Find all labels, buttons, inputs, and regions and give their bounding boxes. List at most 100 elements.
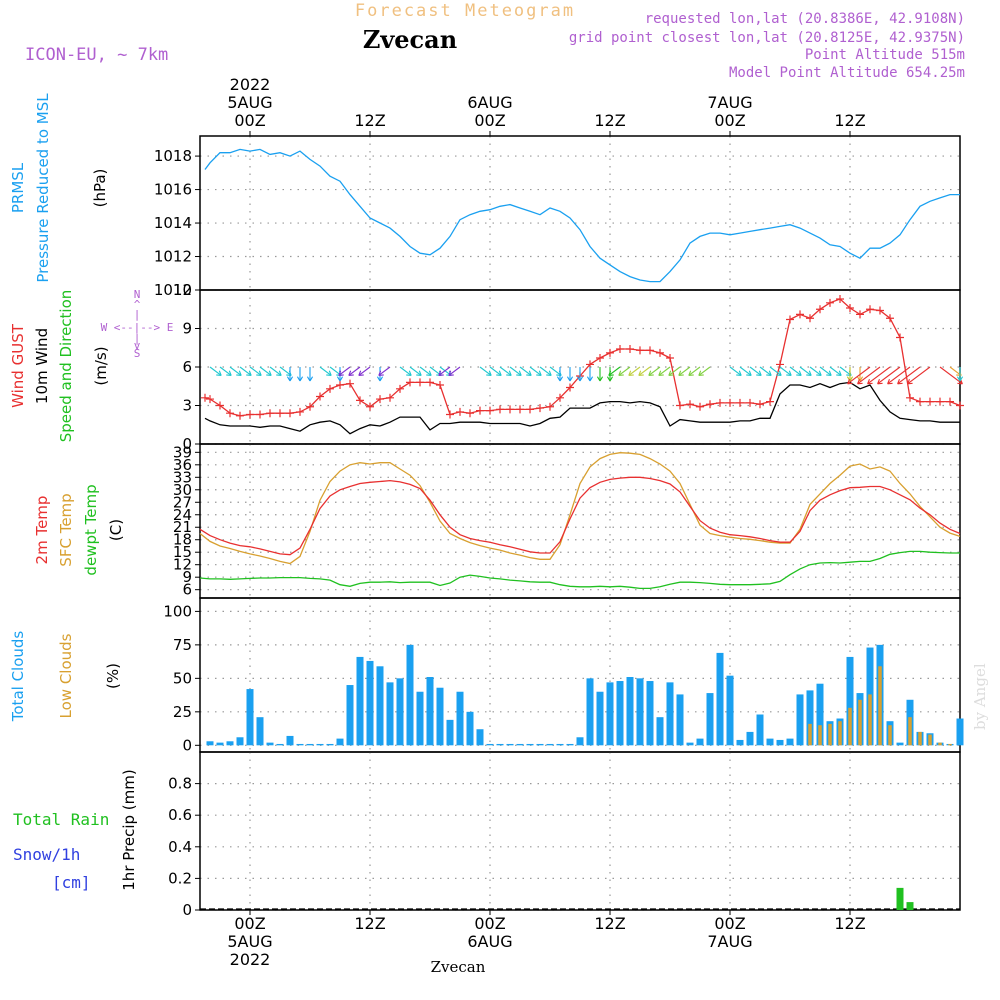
arrow-head <box>246 370 252 376</box>
wind-direction-arrow <box>489 366 502 376</box>
arrow-shaft <box>907 366 931 385</box>
temperature-ytick-label: 39 <box>173 443 192 461</box>
arrow-head <box>618 370 624 376</box>
gust-marker <box>846 303 854 312</box>
low-cloud-bar <box>938 742 942 746</box>
total-cloud-bar <box>646 681 654 746</box>
total-cloud-bar <box>336 738 344 746</box>
time-label-top: 2022 <box>230 75 271 94</box>
compass-text: v <box>134 339 141 352</box>
temperature-ytick-label: 21 <box>173 518 192 536</box>
total-cloud-bar <box>246 689 254 746</box>
arrow-head <box>576 376 584 382</box>
gust-marker <box>286 409 294 418</box>
wind-direction-arrow <box>678 366 691 376</box>
total-cloud-bar <box>356 656 364 746</box>
wind-ytick-label: 6 <box>182 358 192 376</box>
wind-direction-arrow <box>897 366 921 385</box>
wind-direction-arrow <box>618 366 631 376</box>
arrow-shaft <box>729 366 742 376</box>
total-cloud-bar <box>406 644 414 746</box>
temperature-ytick-label: 33 <box>173 468 192 486</box>
arrow-head <box>897 378 903 385</box>
arrow-shaft <box>857 366 881 385</box>
location-title: Zvecan <box>363 25 457 54</box>
arrow-shaft <box>409 366 422 376</box>
gust-marker <box>246 410 254 419</box>
total-cloud-bar <box>896 742 904 746</box>
arrow-shaft <box>939 366 963 385</box>
total-cloud-bar <box>686 742 694 746</box>
gust-marker <box>496 405 504 414</box>
wind-direction-arrow <box>509 366 522 376</box>
arrow-head <box>887 378 893 385</box>
arrow-head <box>276 370 282 376</box>
temperature-ytick-label: 27 <box>173 493 192 511</box>
gust-marker <box>356 396 364 405</box>
time-label-bottom: 6AUG <box>467 932 512 951</box>
wind-direction-arrow <box>348 366 361 376</box>
compass-icon: N^|W <--|--> E|vS <box>101 288 174 360</box>
arrow-shaft <box>829 366 842 376</box>
arrow-shaft <box>239 366 252 376</box>
wind-direction-arrow <box>729 366 742 376</box>
arrow-head <box>546 370 552 376</box>
gust-marker <box>536 404 544 413</box>
gust-marker <box>736 398 744 407</box>
t2m-line <box>199 476 961 556</box>
pressure-axis-label: Pressure Reduced to MSL <box>34 93 52 283</box>
arrow-shaft <box>509 366 522 376</box>
precip-side-label: [cm] <box>52 873 91 892</box>
wind-direction-arrow <box>608 366 621 376</box>
wind-direction-arrow <box>809 366 822 376</box>
time-label-bottom: 2022 <box>230 950 271 969</box>
wind-ytick-label: 12 <box>173 281 192 299</box>
total-cloud-bar <box>776 739 784 746</box>
compass-text: W <--|--> E <box>101 321 174 334</box>
total-cloud-bar <box>636 678 644 746</box>
time-label-bottom: 5AUG <box>227 932 272 951</box>
wind-direction-arrow <box>259 366 272 376</box>
total-cloud-bar <box>316 743 324 746</box>
temperature-ytick-label: 12 <box>173 556 192 574</box>
arrow-head <box>306 376 314 382</box>
arrow-head <box>648 370 654 376</box>
low-cloud-bar <box>878 666 882 746</box>
temperature-ytick-label: 24 <box>173 506 192 524</box>
gust-marker <box>696 402 704 411</box>
gust-marker <box>526 405 534 414</box>
precip-panel: 0 0.2 0.4 0.6 0.8 <box>168 751 961 919</box>
gust-marker <box>316 392 324 401</box>
wind-axis-label: Wind GUST <box>9 323 27 408</box>
total-cloud-bar <box>606 682 614 746</box>
time-label-top: 5AUG <box>227 93 272 112</box>
wind-direction-arrow <box>219 366 232 376</box>
total-cloud-bar <box>296 743 304 746</box>
arrow-head <box>496 370 502 376</box>
gust-marker <box>336 380 344 389</box>
arrow-shaft <box>759 366 772 376</box>
gust-marker <box>636 346 644 355</box>
total-cloud-bar <box>256 717 264 746</box>
gust-marker <box>226 409 234 418</box>
gust-marker <box>476 406 484 415</box>
arrow-head <box>638 370 644 376</box>
wind-direction-arrow <box>419 366 432 376</box>
pressure-ytick-label: 1016 <box>154 181 192 199</box>
arrow-head <box>236 370 242 376</box>
time-label-top: 00Z <box>474 111 505 130</box>
wind-axis-label: (m/s) <box>92 346 110 385</box>
total-cloud-bar <box>376 666 384 746</box>
precip-axis-label: 1hr Precip (mm) <box>120 769 138 890</box>
arrow-shaft <box>739 366 752 376</box>
total-cloud-bar <box>276 743 284 746</box>
wind-direction-arrow <box>448 366 461 376</box>
wind-direction-arrow <box>749 366 762 376</box>
arrow-head <box>326 370 332 376</box>
arrow-shaft <box>399 366 412 376</box>
wind-direction-arrow <box>846 367 854 382</box>
pressure-axis-label: (hPa) <box>91 169 109 208</box>
gust-marker <box>796 310 804 319</box>
gust-marker <box>666 354 674 363</box>
